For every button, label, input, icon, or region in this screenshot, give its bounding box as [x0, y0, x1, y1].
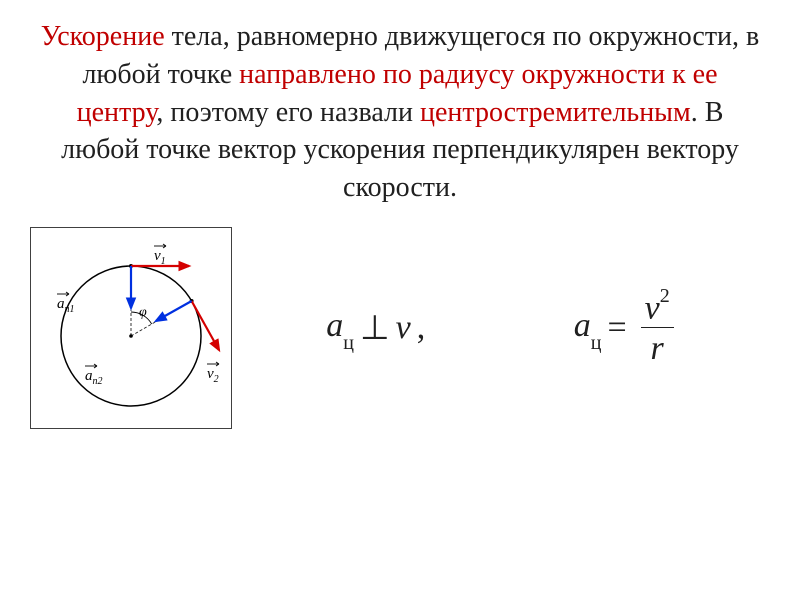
- v1-label: v1: [154, 244, 166, 267]
- v2-label: v2: [207, 362, 219, 385]
- f1-rhs: v: [396, 309, 411, 347]
- a1-label: an1: [57, 292, 75, 315]
- svg-text:v2: v2: [207, 366, 219, 385]
- center-dot: [129, 334, 133, 338]
- word-acceleration: Ускорение: [41, 21, 165, 52]
- v2-vector: [192, 301, 219, 350]
- formula-centripetal: aц = v2 r: [574, 290, 676, 366]
- f1-comma: ,: [417, 309, 426, 347]
- svg-text:v1: v1: [154, 248, 166, 267]
- a2-vector: [156, 301, 192, 321]
- formulas: aц ⊥ v, aц = v2 r: [232, 290, 770, 366]
- perp-symbol: ⊥: [360, 308, 390, 348]
- text-seg-4: , поэтому его назвали: [156, 97, 420, 128]
- diagram: φ v1 v2 an1 an2: [30, 227, 232, 429]
- word-centripetal: центростремительным: [420, 97, 691, 128]
- equals: =: [607, 309, 626, 347]
- lower-row: φ v1 v2 an1 an2 aц ⊥ v, aц: [0, 207, 800, 429]
- f1-lhs: aц: [326, 307, 354, 350]
- formula-perp: aц ⊥ v,: [326, 307, 425, 350]
- svg-text:an2: an2: [85, 368, 103, 387]
- phi-label: φ: [139, 305, 147, 320]
- paragraph: Ускорение тела, равномерно движущегося п…: [0, 0, 800, 207]
- fraction: v2 r: [639, 290, 676, 366]
- denominator: r: [641, 327, 674, 366]
- f2-lhs: aц: [574, 307, 602, 350]
- numerator: v2: [639, 290, 676, 327]
- a2-label: an2: [85, 364, 103, 387]
